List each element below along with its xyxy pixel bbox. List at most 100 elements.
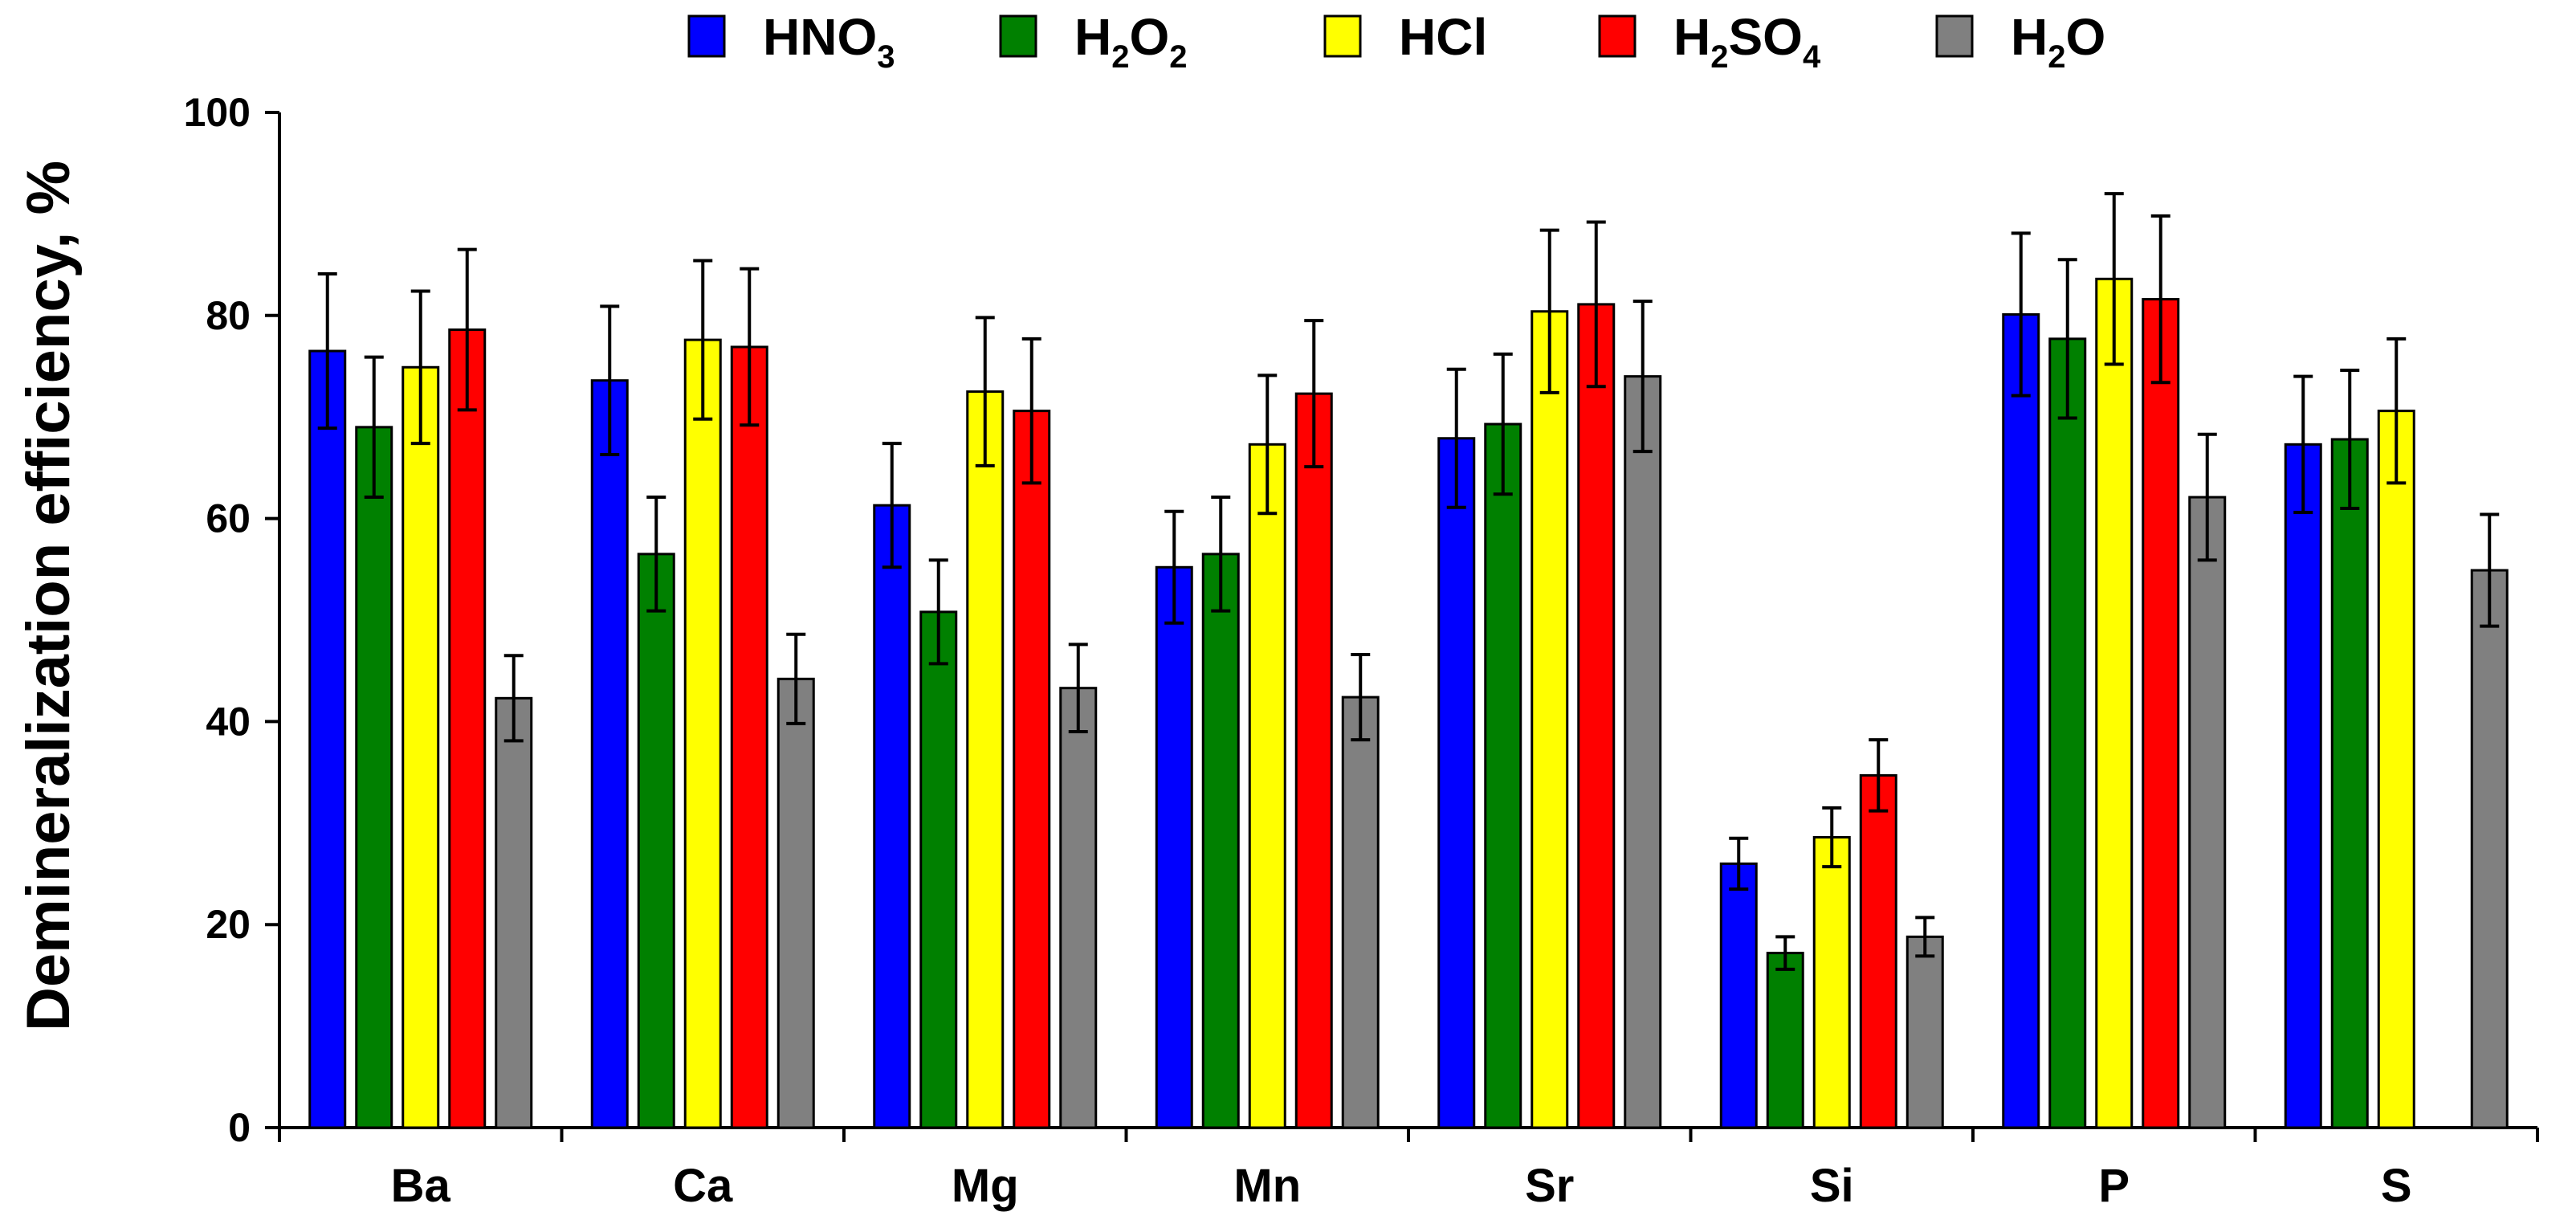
legend-swatch [1598,14,1636,58]
error-bar-p-h2so4 [2150,214,2170,385]
bar-mn-hcl [1248,443,1286,1129]
error-bar-si-hno3 [1729,836,1749,891]
error-bar-ba-hcl [410,289,430,446]
error-bar-mn-h2o [1351,652,1371,742]
y-tick-label: 80 [206,293,251,338]
error-bar-sr-h2so4 [1586,220,1606,389]
error-bar-si-h2o2 [1775,935,1795,971]
error-bar-sr-hcl [1539,228,1559,394]
legend-item-hno3: HNO3 [687,8,895,75]
error-bars [317,192,2500,971]
error-bar-mg-h2o2 [928,558,948,666]
error-bar-ca-h2so4 [740,267,760,427]
x-axis: Ba Ca Mg Mn Sr Si P S [278,1126,2539,1212]
bar-ba-hcl [401,365,440,1129]
y-tick-label: 20 [206,902,251,947]
bar-mn-h2o2 [1201,553,1240,1129]
bar-mg-h2o2 [919,610,958,1129]
error-bar-ba-h2o [503,654,524,743]
error-bar-si-h2so4 [1869,738,1889,813]
legend-swatch [1323,14,1362,58]
error-bar-ca-hcl [693,259,713,421]
error-bar-mg-hno3 [882,442,902,569]
bar-sr-hno3 [1437,437,1476,1129]
error-bar-mn-h2so4 [1304,319,1324,469]
error-bar-p-h2o [2197,432,2217,562]
x-tick-label-p: P [2098,1160,2130,1212]
error-bar-sr-hno3 [1446,367,1466,509]
error-bar-s-hcl [2386,337,2407,485]
error-bar-s-hno3 [2293,374,2313,515]
y-axis-label-group: Demineralization efficiency, % [14,161,83,1031]
bar-s-hno3 [2284,443,2322,1129]
error-bar-ca-hno3 [600,304,620,456]
error-bar-ba-hno3 [317,271,337,430]
bar-p-h2so4 [2142,298,2180,1129]
error-bar-mg-h2so4 [1021,337,1041,485]
legend-label: H2SO4 [1673,8,1821,75]
bar-ca-h2o [776,677,815,1129]
bar-ba-h2o2 [355,426,393,1129]
bar-si-hno3 [1719,862,1758,1129]
bar-s-hcl [2377,410,2415,1129]
y-tick-label: 60 [206,496,251,541]
y-axis: 0 20 40 60 80 100 [184,90,281,1150]
bar-mg-h2so4 [1013,410,1051,1129]
legend: HNO3 H2O2 HCl H2SO4 H2O [687,8,2105,75]
error-bar-s-h2o [2480,512,2500,628]
error-bar-si-h2o [1915,916,1935,958]
bar-ba-h2so4 [448,328,487,1129]
x-tick-label-si: Si [1810,1160,1854,1212]
bar-ca-h2o2 [637,553,675,1129]
legend-item-hcl: HCl [1323,8,1487,66]
bar-ca-hcl [683,338,722,1129]
bars [308,277,2509,1129]
bar-p-h2o2 [2048,337,2087,1129]
error-bar-ba-h2so4 [457,247,477,412]
y-tick-label: 40 [206,699,251,744]
bar-sr-h2o2 [1484,422,1522,1129]
x-tick-label-ca: Ca [673,1160,733,1212]
bar-p-hno3 [2002,313,2040,1129]
error-bar-p-h2o2 [2057,258,2077,420]
bar-sr-h2o [1624,375,1662,1129]
error-bar-sr-h2o [1632,300,1653,454]
bar-si-h2so4 [1859,773,1897,1129]
bar-si-h2o [1906,935,1944,1129]
legend-label: H2O [2011,8,2105,75]
error-bar-mn-hcl [1257,373,1278,516]
error-bar-sr-h2o2 [1493,352,1513,496]
bar-ca-hno3 [590,379,629,1129]
bar-p-h2o [2188,496,2227,1129]
bar-mn-h2o [1341,696,1380,1129]
legend-item-h2so4: H2SO4 [1598,8,1821,75]
bar-p-hcl [2095,277,2134,1129]
error-bar-ca-h2o2 [646,496,666,613]
error-bar-mn-hno3 [1164,509,1184,625]
error-bar-mg-hcl [975,316,995,467]
error-bar-s-h2o2 [2340,369,2360,510]
bar-si-h2o2 [1766,952,1804,1129]
error-bar-ba-h2o2 [364,355,384,500]
bar-mg-hno3 [873,504,911,1129]
bar-ba-hno3 [308,349,347,1129]
error-bar-si-hcl [1822,806,1842,869]
legend-item-h2o2: H2O2 [999,8,1188,75]
bar-s-h2o2 [2330,438,2369,1129]
bar-ba-h2o [495,696,533,1129]
x-tick-label-s: S [2381,1160,2412,1212]
x-tick-label-mn: Mn [1233,1160,1301,1212]
x-tick-label-sr: Sr [1525,1160,1574,1212]
error-bar-p-hno3 [2011,231,2031,398]
y-tick-label: 100 [184,90,251,135]
legend-swatch [687,14,726,58]
legend-item-h2o: H2O [1935,8,2105,75]
bar-ca-h2so4 [730,345,768,1129]
bar-mg-h2o [1059,687,1098,1129]
y-axis-label: Demineralization efficiency, % [14,161,83,1031]
legend-label: HNO3 [763,8,895,75]
legend-swatch [1935,14,1974,58]
error-bar-ca-h2o [786,632,806,725]
